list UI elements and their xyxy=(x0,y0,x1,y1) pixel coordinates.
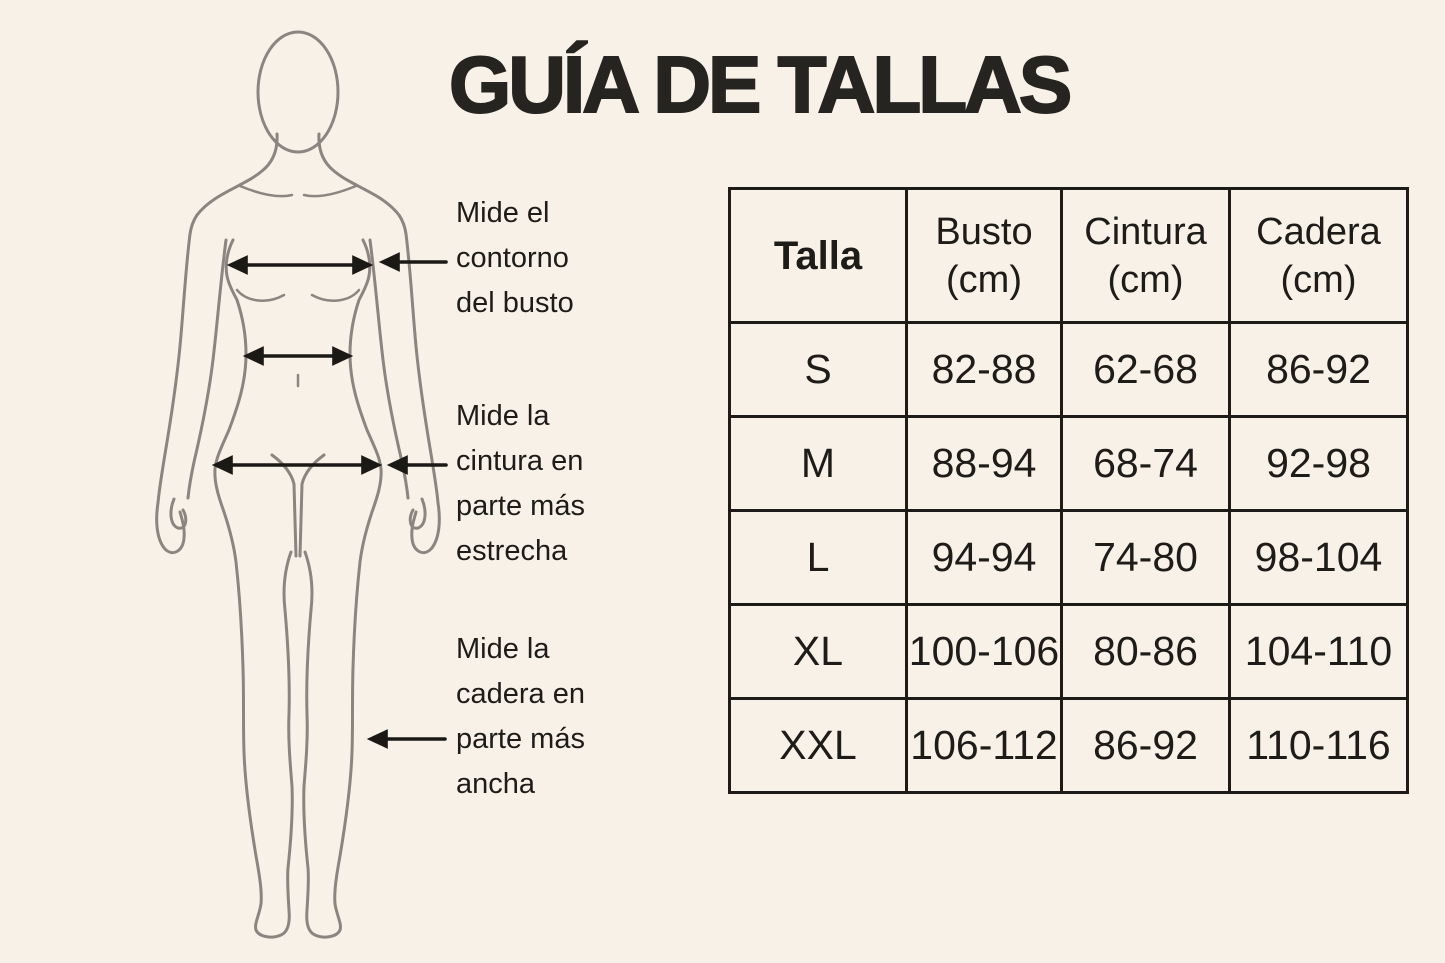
female-body-figure xyxy=(155,30,448,939)
cell-hip: 86-92 xyxy=(1228,321,1409,418)
cell-hip: 104-110 xyxy=(1228,603,1409,700)
cell-waist: 74-80 xyxy=(1060,509,1231,606)
col-header-cintura: Cintura (cm) xyxy=(1060,187,1231,324)
table-row-xl: XL 100-106 80-86 104-110 xyxy=(728,603,1409,700)
collarbone-right xyxy=(302,184,358,198)
neck-shoulder-left xyxy=(188,132,279,236)
cell-size: XXL xyxy=(728,697,908,794)
col-header-talla: Talla xyxy=(728,187,908,324)
hand-curl-left xyxy=(169,497,188,530)
size-table: Talla Busto (cm) Cintura (cm) Cadera (cm… xyxy=(728,187,1409,794)
cell-size: L xyxy=(728,509,908,606)
cell-waist: 62-68 xyxy=(1060,321,1231,418)
cell-bust: 94-94 xyxy=(905,509,1063,606)
head xyxy=(256,30,340,154)
table-row-l: L 94-94 74-80 98-104 xyxy=(728,509,1409,606)
cell-bust: 100-106 xyxy=(905,603,1063,700)
cell-size: S xyxy=(728,321,908,418)
cell-waist: 80-86 xyxy=(1060,603,1231,700)
col-header-cadera: Cadera (cm) xyxy=(1228,187,1409,324)
crotch-line-left xyxy=(270,453,298,558)
bust-measure-arrow xyxy=(226,255,374,275)
cell-bust: 88-94 xyxy=(905,415,1063,512)
col-header-busto: Busto (cm) xyxy=(905,187,1063,324)
body-outline xyxy=(155,30,441,939)
page-title: GUÍA DE TALLAS xyxy=(448,40,1073,129)
waist-measure-arrow xyxy=(242,346,354,366)
hand-curl-right xyxy=(408,497,427,530)
neck-shoulder-right xyxy=(317,132,408,236)
cell-hip: 110-116 xyxy=(1228,697,1409,794)
table-header-row: Talla Busto (cm) Cintura (cm) Cadera (cm… xyxy=(728,187,1409,324)
annotation-waist: Mide la cintura en parte más estrecha xyxy=(456,400,585,567)
measure-arrows xyxy=(211,252,448,749)
hip-measure-arrow xyxy=(211,455,383,475)
torso-leg-left xyxy=(213,238,294,939)
arm-inner-right xyxy=(368,238,410,500)
cell-size: M xyxy=(728,415,908,512)
table-row-m: M 88-94 68-74 92-98 xyxy=(728,415,1409,512)
cell-hip: 92-98 xyxy=(1228,415,1409,512)
waist-pointer-arrow xyxy=(386,455,448,475)
arm-outer-right xyxy=(404,232,441,554)
collarbone-left xyxy=(238,184,294,198)
table-row-s: S 82-88 62-68 86-92 xyxy=(728,321,1409,418)
cell-bust: 82-88 xyxy=(905,321,1063,418)
crotch-line-right xyxy=(298,453,326,558)
torso-leg-right xyxy=(302,238,383,939)
cell-waist: 86-92 xyxy=(1060,697,1231,794)
cell-waist: 68-74 xyxy=(1060,415,1231,512)
cell-size: XL xyxy=(728,603,908,700)
cell-bust: 106-112 xyxy=(905,697,1063,794)
table-row-xxl: XXL 106-112 86-92 110-116 xyxy=(728,697,1409,794)
arm-outer-left xyxy=(155,232,192,554)
annotation-hip: Mide la cadera en parte más ancha xyxy=(456,633,585,800)
breast-curve-right xyxy=(310,288,361,302)
bust-pointer-arrow xyxy=(378,252,448,272)
hip-pointer-arrow xyxy=(366,729,447,749)
arm-inner-left xyxy=(186,238,228,500)
annotation-bust: Mide el contorno del busto xyxy=(456,197,574,319)
breast-curve-left xyxy=(235,288,286,302)
cell-hip: 98-104 xyxy=(1228,509,1409,606)
